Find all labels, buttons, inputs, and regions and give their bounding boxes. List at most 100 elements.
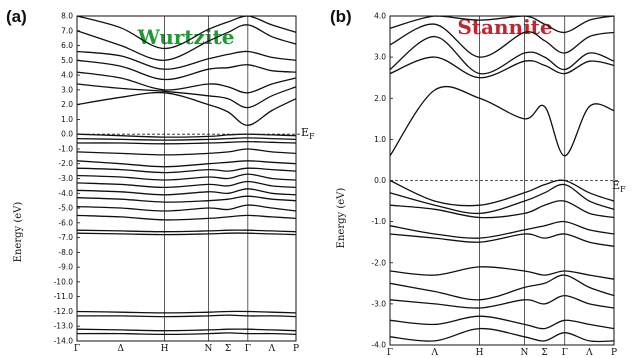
band-line	[76, 310, 297, 314]
kpoint-label: Γ	[245, 344, 251, 354]
band-line	[389, 200, 615, 219]
kpoint-label: Λ	[431, 348, 439, 358]
kpoint-label: Σ	[541, 348, 547, 358]
ytick-label: 8.0	[61, 12, 73, 21]
panel-b-label: (b)	[330, 7, 352, 26]
band-line	[389, 220, 615, 239]
ytick-label: 1.0	[61, 115, 73, 124]
band-line	[389, 315, 615, 330]
panel-b-ytick-labels: 4.0 3.0 2.0 1.0 0.0 -1.0 -2.0 -3.0 -4.0	[371, 12, 393, 350]
band-line	[389, 179, 615, 207]
ytick-label: -11.0	[54, 292, 74, 301]
band-line	[389, 56, 615, 79]
panel-a-label: (a)	[6, 7, 27, 26]
ytick-label: -13.0	[54, 322, 74, 331]
band-line	[76, 160, 297, 168]
ytick-label: 5.0	[61, 56, 73, 65]
band-line	[389, 233, 615, 247]
ytick-label: -2.0	[371, 258, 386, 267]
band-line	[389, 274, 615, 301]
ytick-label: 4.0	[374, 12, 386, 21]
kpoint-label: N	[520, 348, 528, 358]
panel-a-ylabel: Energy (eV)	[13, 202, 24, 263]
ytick-label: -1.0	[58, 144, 73, 153]
ytick-label: 3.0	[61, 85, 73, 94]
ytick-label: 7.0	[61, 26, 73, 35]
panel-b-stannite: (b) Stannite Energy (eV) 4.03.02.01.00.0…	[330, 7, 626, 358]
ytick-label: 2.0	[374, 94, 386, 103]
band-line	[389, 35, 615, 75]
ytick-label: -4.0	[371, 341, 386, 350]
band-line	[389, 327, 615, 343]
panel-a-frame	[76, 15, 297, 342]
ytick-label: -10.0	[54, 277, 74, 286]
kpoint-label: Δ	[118, 344, 125, 354]
band-line	[76, 188, 297, 196]
band-line	[76, 167, 297, 174]
band-line	[76, 214, 297, 221]
band-line	[76, 204, 297, 212]
ytick-label: -6.0	[58, 218, 73, 227]
kpoint-label: Γ	[387, 348, 393, 358]
panel-b-ylabel: Energy (eV)	[336, 188, 347, 249]
band-line	[76, 137, 297, 141]
kpoint-label: H	[476, 348, 484, 358]
band-line	[389, 266, 615, 280]
panel-a-ytick-labels: 8.0 7.0 6.0 5.0 4.0 3.0 2.0 1.0 0.0 -1.0 -2.0 -3.0 -…	[54, 12, 80, 346]
band-line	[76, 229, 297, 233]
ytick-label: -8.0	[58, 248, 73, 257]
kpoint-label: Λ	[585, 348, 593, 358]
ytick-label: -12.0	[54, 307, 74, 316]
band-line	[389, 85, 615, 157]
kpoint-label: P	[611, 348, 617, 358]
ytick-label: 1.0	[374, 135, 386, 144]
panel-b-fermi-label: EF	[612, 179, 626, 194]
ytick-label: -7.0	[58, 233, 73, 242]
ytick-label: 0.0	[374, 176, 386, 185]
panel-b-bands	[389, 15, 615, 343]
kpoint-label: P	[293, 344, 299, 354]
band-line	[76, 140, 297, 145]
band-line	[76, 15, 297, 50]
band-line	[76, 328, 297, 332]
ytick-label: -9.0	[58, 263, 73, 272]
band-line	[76, 314, 297, 318]
band-line	[76, 50, 297, 70]
ytick-label: -1.0	[371, 217, 386, 226]
band-line	[76, 148, 297, 156]
band-line	[76, 195, 297, 203]
panel-a-fermi-label: EF	[301, 126, 315, 141]
ytick-label: -14.0	[54, 337, 74, 346]
ytick-label: -5.0	[58, 204, 73, 213]
kpoint-label: Σ	[225, 344, 231, 354]
ytick-label: -2.0	[58, 159, 73, 168]
ytick-label: 0.0	[61, 130, 73, 139]
band-line	[76, 71, 297, 94]
kpoint-label: Γ	[74, 344, 80, 354]
panel-a-bands	[76, 15, 297, 336]
band-line	[76, 232, 297, 236]
ytick-label: 3.0	[374, 53, 386, 62]
band-line	[76, 332, 297, 336]
band-line	[76, 91, 297, 126]
ytick-label: -3.0	[58, 174, 73, 183]
band-line	[76, 180, 297, 189]
ytick-label: -4.0	[58, 189, 73, 198]
kpoint-label: N	[204, 344, 212, 354]
band-line	[389, 23, 615, 58]
band-line	[389, 183, 615, 215]
kpoint-label: Λ	[268, 344, 276, 354]
panel-b-frame	[389, 15, 615, 346]
band-line	[76, 133, 297, 138]
band-line	[76, 24, 297, 61]
band-line	[389, 294, 615, 309]
panel-a-wurtzite: (a) Wurtzite Energy (eV) 8.07.06.05.04.0…	[6, 7, 315, 354]
band-line	[76, 59, 297, 81]
ytick-label: 4.0	[61, 71, 73, 80]
band-line	[76, 83, 297, 109]
ytick-label: 2.0	[61, 100, 73, 109]
kpoint-label: Γ	[562, 348, 568, 358]
